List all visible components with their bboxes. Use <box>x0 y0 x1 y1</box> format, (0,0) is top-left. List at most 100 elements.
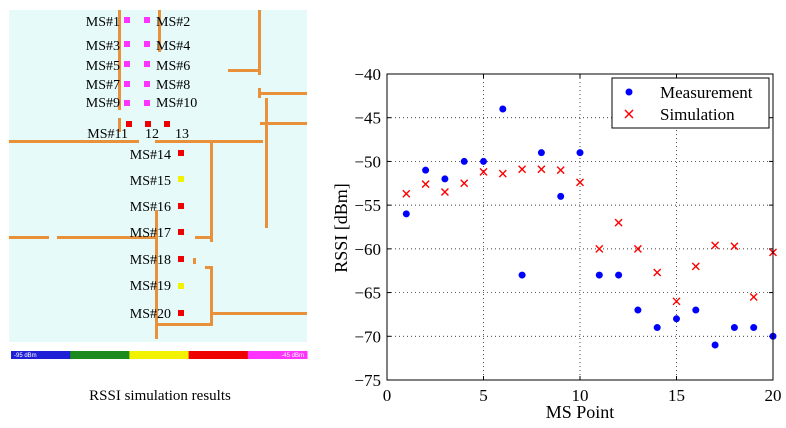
wall <box>210 268 213 326</box>
measurement-point <box>692 306 700 314</box>
ms-marker <box>164 121 170 127</box>
simulation-point <box>730 242 739 251</box>
y-tick-label: −65 <box>354 284 381 303</box>
y-tick-label: −70 <box>354 327 381 346</box>
scale-max-label: -45 dBm <box>281 353 304 359</box>
x-tick-label: 0 <box>383 386 392 405</box>
color-scale-segment <box>129 351 190 359</box>
scale-min-label: -95 dBm <box>14 353 37 359</box>
wall <box>158 10 161 52</box>
legend: Measurement Simulation <box>611 77 770 129</box>
simulation-point <box>402 189 411 198</box>
data-marks <box>402 105 777 349</box>
ms-marker <box>144 17 150 23</box>
x-tick-label: 15 <box>668 386 685 405</box>
ms-marker <box>178 310 184 316</box>
x-tick-label: 20 <box>765 386 782 405</box>
ms-marker <box>178 283 184 289</box>
color-scale <box>11 351 308 359</box>
measurement-point <box>441 175 449 183</box>
measurement-point <box>634 306 642 314</box>
color-scale-segment <box>247 351 308 359</box>
ms-label: MS#5 <box>86 59 120 74</box>
simulation-point <box>691 262 700 271</box>
ms-marker <box>124 41 130 47</box>
simulation-point <box>633 244 642 253</box>
ms-marker <box>178 150 184 156</box>
simulation-point <box>653 268 662 277</box>
measurement-point <box>653 324 661 332</box>
measurement-point <box>673 315 680 323</box>
color-scale-segment <box>188 351 249 359</box>
tick-labels: 0 5 10 15 20 −40 −45 −50 −55 −60 −65 −70 −75 <box>354 65 781 405</box>
legend-box <box>611 77 770 129</box>
y-tick-label: −40 <box>354 65 381 84</box>
ms-marker <box>178 203 184 209</box>
wall <box>258 88 261 98</box>
wall <box>205 266 213 269</box>
ms-label: MS#17 <box>130 226 171 241</box>
ms-marker <box>124 100 130 106</box>
chart-svg: 0 5 10 15 20 −40 −45 −50 −55 −60 −65 −70 −75 MS Poin… <box>331 65 782 422</box>
legend-simulation-marker <box>624 109 634 119</box>
plot-frame <box>386 73 774 381</box>
wall <box>210 142 213 242</box>
ms-marker <box>178 176 184 182</box>
simulation-point <box>749 292 758 301</box>
ms-label: 12 <box>145 127 159 142</box>
wall <box>193 258 196 264</box>
measurement-point <box>422 166 430 174</box>
ms-marker <box>124 81 130 87</box>
walls <box>9 10 307 339</box>
y-tick-label: −50 <box>354 152 381 171</box>
wall <box>258 10 261 75</box>
simulation-point <box>440 188 449 197</box>
ms-marker <box>124 17 130 23</box>
measurement-point <box>557 192 565 200</box>
color-scale-segment <box>70 351 130 359</box>
ms-label: MS#9 <box>86 96 120 111</box>
ms-marker <box>124 61 130 67</box>
wall <box>155 140 263 143</box>
ms-label: MS#8 <box>156 78 190 93</box>
wall <box>155 323 213 326</box>
wall <box>118 118 121 132</box>
ms-label: MS#2 <box>156 15 190 30</box>
ms-label: MS#14 <box>130 148 171 163</box>
simulation-point <box>460 179 469 188</box>
ms-label: MS#16 <box>130 200 171 215</box>
grid <box>387 74 773 380</box>
simulation-point <box>711 241 720 250</box>
y-axis-title: RSSI [dBm] <box>331 183 351 273</box>
wall <box>265 98 268 228</box>
ms-label: MS#20 <box>130 307 171 322</box>
legend-measurement-marker <box>625 88 633 96</box>
y-tick-label: −75 <box>354 371 381 390</box>
measurement-point <box>402 210 410 218</box>
ms-labels: MS#1 MS#2 MS#3 MS#4 MS#5 MS#6 MS#7 MS#8 MS#9 MS#1… <box>86 15 197 322</box>
measurement-point <box>595 271 603 279</box>
measurement-point <box>576 149 584 157</box>
color-scale-segment <box>11 351 71 359</box>
y-tick-label: −60 <box>354 240 381 259</box>
measurement-point <box>730 324 738 332</box>
wall <box>9 236 49 239</box>
ms-markers <box>124 17 184 316</box>
ms-marker <box>178 256 184 262</box>
ms-marker <box>144 41 150 47</box>
wall <box>57 236 155 239</box>
panel-caption: RSSI simulation results <box>89 388 231 404</box>
simulation-point <box>537 165 546 174</box>
ms-marker <box>144 81 150 87</box>
simulation-panel: MS#1 MS#2 MS#3 MS#4 MS#5 MS#6 MS#7 MS#8 MS#9 MS#1… <box>0 0 320 423</box>
x-tick-label: 5 <box>479 386 488 405</box>
measurement-point <box>537 149 545 157</box>
measurement-point <box>518 271 526 279</box>
wall <box>210 312 307 315</box>
wall <box>195 236 213 239</box>
ms-marker <box>178 229 184 235</box>
simulation-point <box>498 169 507 178</box>
ms-marker <box>126 121 132 127</box>
wall <box>228 69 260 72</box>
ms-label: MS#18 <box>130 253 171 268</box>
